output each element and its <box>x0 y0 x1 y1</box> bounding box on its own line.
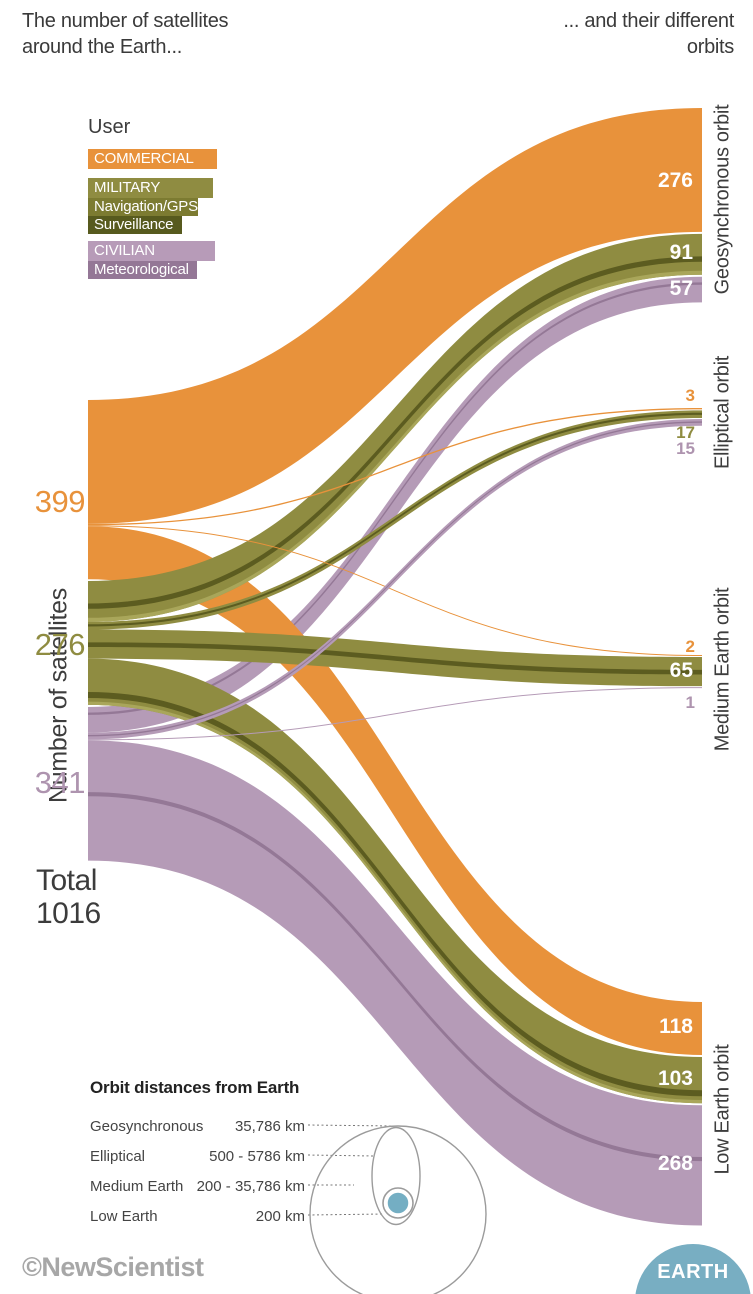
flow-stripe-military-medium <box>88 642 702 675</box>
low-earth-orbit-ring <box>382 1187 414 1219</box>
source-total-commercial: 399 <box>34 484 86 519</box>
flow-value-civilian-low: 268 <box>657 1152 693 1176</box>
flow-military-low <box>88 658 702 1104</box>
orbit-row-elliptical: Elliptical 500 - 5786 km <box>90 1148 305 1168</box>
flow-stripe-civilian-geo <box>88 282 702 715</box>
earth-circle <box>635 1244 751 1294</box>
flow-value-military-low: 103 <box>657 1067 693 1091</box>
orbit-row-label: Geosynchronous <box>90 1118 204 1135</box>
orbit-row-label: Low Earth <box>90 1208 158 1225</box>
flow-value-commercial-elliptical: 3 <box>685 385 695 405</box>
total-word: Total <box>36 864 97 897</box>
orbit-row-medium-earth: Medium Earth 200 - 35,786 km <box>90 1178 305 1198</box>
legend-bars: COMMERCIAL MILITARY Navigation/GPS Surveill… <box>88 149 217 279</box>
orbit-row-value: 200 km <box>255 1208 305 1225</box>
flow-stripe-civilian-low <box>88 792 702 1162</box>
flow-civilian-medium <box>88 687 702 741</box>
legend-item-civilian: CIVILIAN <box>88 241 215 261</box>
earth-label: EARTH <box>657 1261 729 1283</box>
flow-value-military-geo: 91 <box>669 241 693 265</box>
flow-value-civilian-elliptical: 15 <box>676 439 695 459</box>
legend-title: User <box>88 116 131 138</box>
flow-value-commercial-geo: 276 <box>657 168 693 192</box>
flow-commercial-geo <box>88 108 702 524</box>
flow-value-commercial-low: 118 <box>659 1015 693 1039</box>
flow-value-military-elliptical: 17 <box>676 423 695 443</box>
geosynchronous-orbit-circle <box>309 1125 487 1294</box>
orbit-diagram-dotted-low <box>307 1213 385 1216</box>
orbit-row-value: 200 - 35,786 km <box>196 1178 305 1195</box>
earth-dot <box>386 1191 410 1215</box>
orbit-label-medium-earth: Medium Earth orbit <box>711 587 734 752</box>
flow-stripe-military-low <box>88 701 702 1104</box>
legend-item-military: MILITARY <box>88 178 213 198</box>
source-total-civilian: 341 <box>34 765 86 800</box>
orbit-row-value: 35,786 km <box>234 1118 305 1135</box>
flow-civilian-geo <box>88 276 702 733</box>
flow-stripe-military-low <box>88 691 702 1097</box>
publisher-logo: ©NewScientist <box>22 1252 204 1282</box>
orbit-row-label: Elliptical <box>90 1148 146 1165</box>
flow-civilian-low <box>88 740 702 1226</box>
flow-military-geo <box>88 233 702 622</box>
legend-item-commercial: COMMERCIAL <box>88 149 217 169</box>
orbit-row-value: 500 - 5786 km <box>209 1148 305 1165</box>
flow-value-civilian-geo: 57 <box>669 276 693 300</box>
total-value: 1016 <box>36 897 101 930</box>
sankey-flows <box>88 108 702 1226</box>
orbit-label-geosynchronous: Geosynchronous orbit <box>711 104 734 295</box>
flow-value-commercial-medium: 2 <box>685 636 695 656</box>
flow-stripe-military-elliptical <box>88 412 702 627</box>
flow-stripe-civilian-elliptical <box>88 421 702 737</box>
title-right: ... and their different orbits <box>563 10 734 58</box>
orbit-diagram-dotted-elliptical <box>307 1154 375 1157</box>
orbit-row-low-earth: Low Earth 200 km <box>90 1208 305 1228</box>
title-left: The number of satellites around the Eart… <box>22 10 229 58</box>
flow-value-military-medium: 65 <box>669 658 693 682</box>
orbit-row-geosynchronous: Geosynchronous 35,786 km <box>90 1118 305 1138</box>
flow-stripe-military-geo <box>88 270 702 622</box>
total-label: Total 1016 <box>36 864 101 930</box>
orbit-panel-title: Orbit distances from Earth <box>90 1078 300 1097</box>
flow-commercial-elliptical <box>88 408 702 526</box>
orbit-label-elliptical: Elliptical orbit <box>711 355 734 470</box>
orbit-distances-panel: Orbit distances from Earth Geosynchronou… <box>90 1078 305 1238</box>
legend-item-navigation-gps: Navigation/GPS <box>88 198 198 216</box>
flow-commercial-medium <box>88 525 702 656</box>
source-total-military: 276 <box>34 627 86 662</box>
orbit-label-low-earth: Low Earth orbit <box>711 1044 734 1175</box>
orbit-diagram-dotted-geo <box>307 1124 395 1127</box>
legend-item-meteorological: Meteorological <box>88 261 197 279</box>
orbit-diagram <box>307 1124 487 1294</box>
flow-stripe-military-geo <box>88 256 702 609</box>
elliptical-orbit-ellipse <box>371 1126 421 1226</box>
legend: User COMMERCIAL MILITARY Navigation/GPS Sur… <box>88 116 217 279</box>
flow-value-civilian-medium: 1 <box>685 692 695 712</box>
legend-item-surveillance: Surveillance <box>88 216 182 234</box>
orbit-row-label: Medium Earth <box>90 1178 184 1195</box>
flow-commercial-low <box>88 526 702 1055</box>
